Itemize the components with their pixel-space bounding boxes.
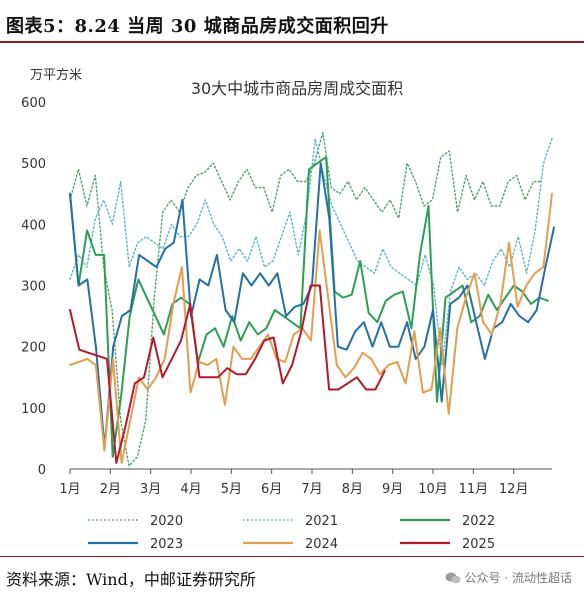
x-tick-label: 1月 — [59, 482, 80, 497]
legend-label-2023: 2023 — [150, 537, 183, 552]
legend-label-2020: 2020 — [150, 514, 183, 529]
x-tick-label: 8月 — [342, 482, 363, 497]
x-tick-label: 11月 — [459, 482, 489, 497]
series-line-2024 — [69, 192, 553, 464]
y-tick-label: 500 — [21, 157, 46, 172]
chart-legend: 2020 2021 2022 2023 2024 2025 — [88, 514, 495, 552]
x-tick-label: 6月 — [261, 482, 282, 497]
x-tick-label: 4月 — [180, 482, 201, 497]
x-tick-label: 12月 — [499, 482, 529, 497]
report-header: 图表5：8.24 当周 30 城商品房成交面积回升 — [0, 0, 584, 44]
x-tick-label: 9月 — [382, 482, 403, 497]
series-line-2022 — [69, 156, 549, 458]
series-line-2023 — [69, 162, 555, 449]
x-tick-label: 2月 — [100, 482, 121, 497]
watermark: 公众号 · 流动性超话 — [445, 569, 572, 586]
figure-caption: 图表5：8.24 当周 30 城商品房成交面积回升 — [6, 16, 389, 37]
chart-series — [69, 131, 555, 467]
source-note: 资料来源：Wind，中邮证券研究所 — [6, 570, 256, 589]
chart-axes: 0 100 200 300 400 500 600 1月 2月 3月 4月 5月 6月 7月 8月 9月 10月… — [21, 96, 552, 497]
x-tick-label: 3月 — [140, 482, 161, 497]
watermark-text: 公众号 · 流动性超话 — [464, 571, 572, 585]
legend-label-2025: 2025 — [462, 537, 495, 552]
y-tick-label: 300 — [21, 280, 46, 295]
y-tick-label: 600 — [21, 96, 46, 111]
x-tick-label: 5月 — [221, 482, 242, 497]
series-line-2025 — [69, 284, 386, 464]
y-tick-label: 0 — [38, 463, 46, 478]
x-tick-label: 10月 — [418, 482, 448, 497]
chart-title: 30大中城市商品房周成交面积 — [191, 79, 403, 98]
y-tick-label: 200 — [21, 341, 46, 356]
x-tick-label: 7月 — [301, 482, 322, 497]
legend-label-2022: 2022 — [462, 514, 495, 529]
header-rule — [0, 41, 584, 43]
legend-label-2021: 2021 — [305, 514, 338, 529]
series-line-2020 — [69, 131, 543, 467]
line-chart: 0 100 200 300 400 500 600 1月 2月 3月 4月 5月 6月 7月 8月 9月 10月… — [21, 67, 555, 552]
series-line-2021 — [69, 137, 553, 366]
y-tick-label: 400 — [21, 218, 46, 233]
footer-rule — [0, 556, 584, 557]
legend-label-2024: 2024 — [305, 537, 338, 552]
y-tick-label: 100 — [21, 402, 46, 417]
y-axis-label: 万平方米 — [30, 67, 82, 83]
wechat-icon — [445, 572, 461, 584]
